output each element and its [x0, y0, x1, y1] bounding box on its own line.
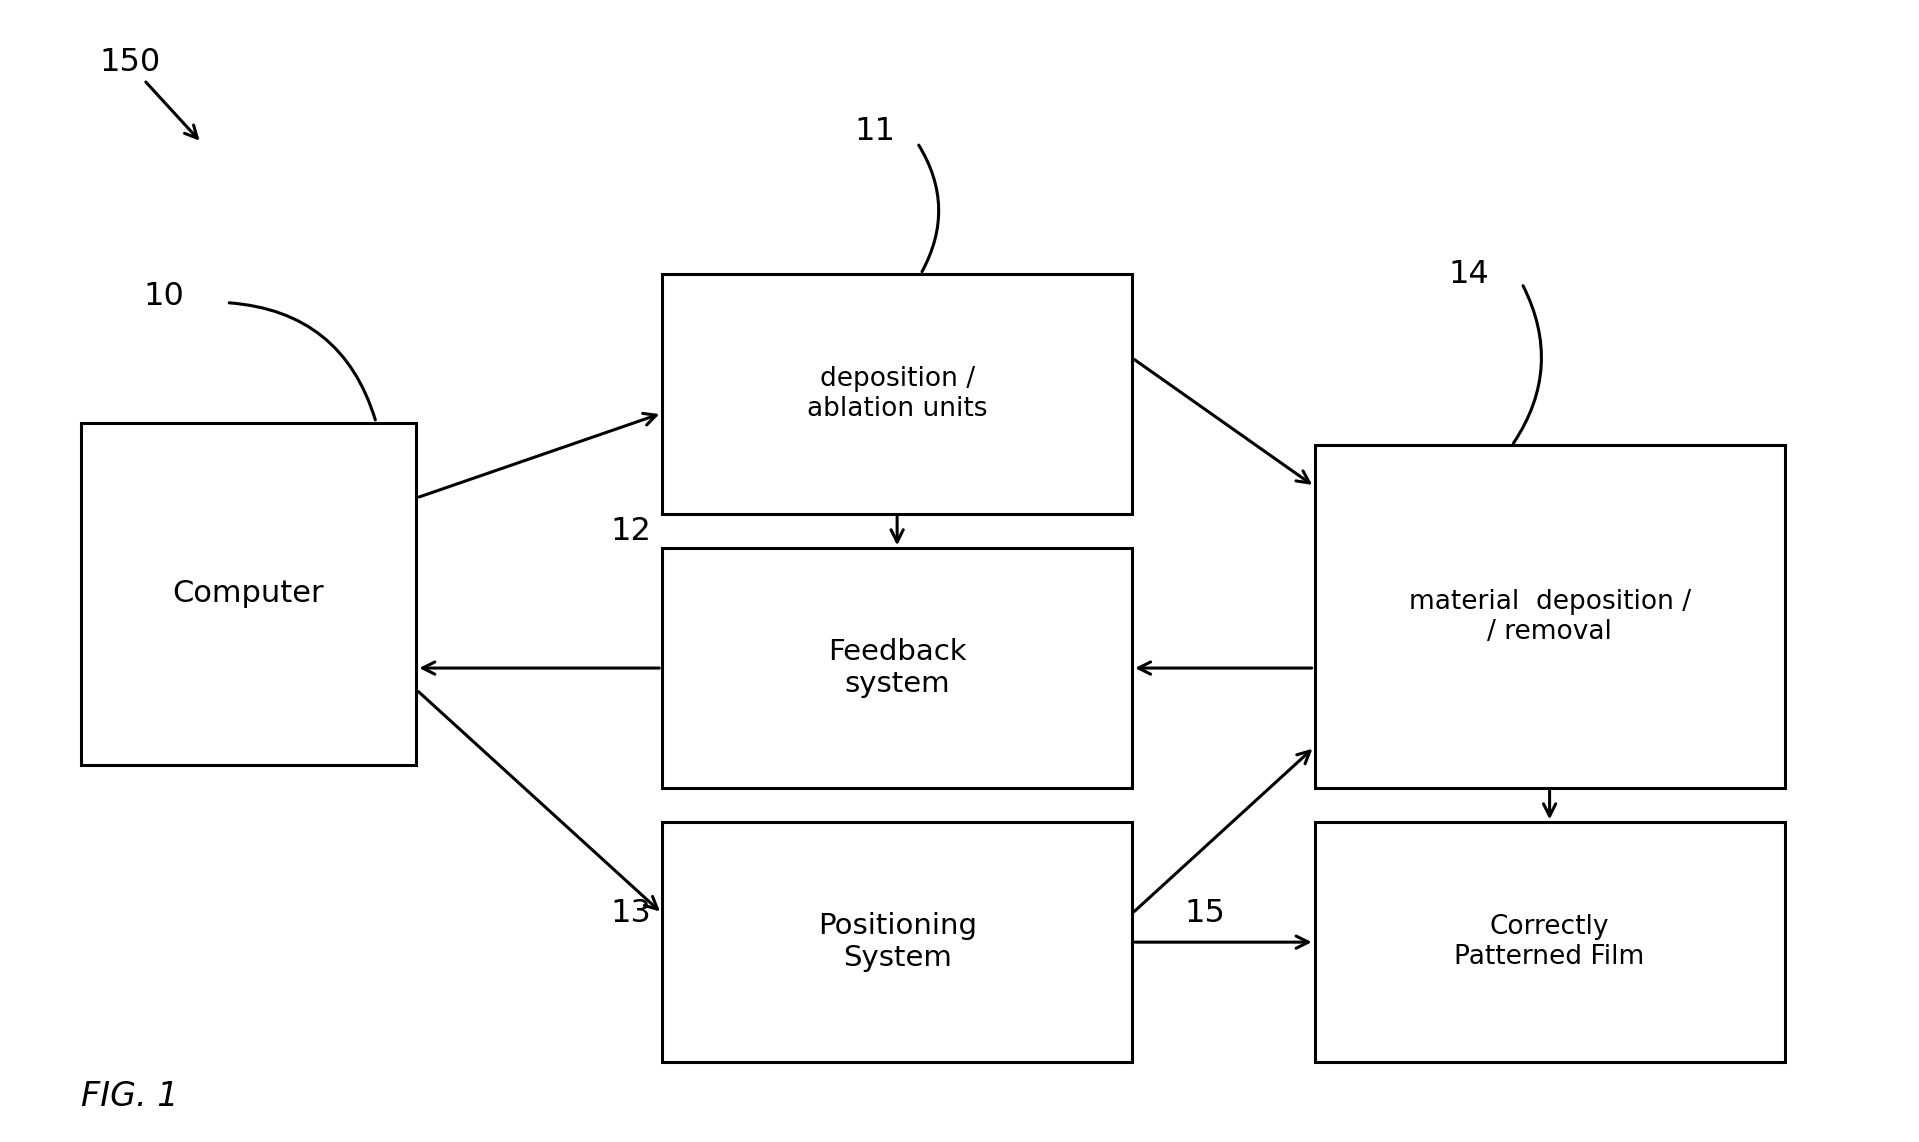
- Text: 15: 15: [1184, 898, 1224, 930]
- Text: 13: 13: [610, 898, 651, 930]
- FancyBboxPatch shape: [1315, 445, 1785, 788]
- Text: FIG. 1: FIG. 1: [81, 1080, 178, 1112]
- Text: material  deposition /
/ removal: material deposition / / removal: [1409, 588, 1691, 645]
- FancyBboxPatch shape: [662, 274, 1132, 514]
- FancyBboxPatch shape: [1315, 822, 1785, 1062]
- Text: deposition /
ablation units: deposition / ablation units: [806, 365, 988, 423]
- Text: Computer: Computer: [173, 579, 324, 609]
- Text: 150: 150: [100, 47, 161, 79]
- FancyBboxPatch shape: [662, 548, 1132, 788]
- FancyBboxPatch shape: [81, 423, 416, 765]
- Text: 10: 10: [144, 281, 184, 313]
- Text: Positioning
System: Positioning System: [817, 912, 977, 972]
- Text: Correctly
Patterned Film: Correctly Patterned Film: [1455, 914, 1645, 971]
- Text: 12: 12: [610, 515, 651, 547]
- FancyBboxPatch shape: [662, 822, 1132, 1062]
- Text: Feedback
system: Feedback system: [827, 638, 967, 698]
- Text: 11: 11: [854, 115, 894, 147]
- Text: 14: 14: [1449, 258, 1489, 290]
